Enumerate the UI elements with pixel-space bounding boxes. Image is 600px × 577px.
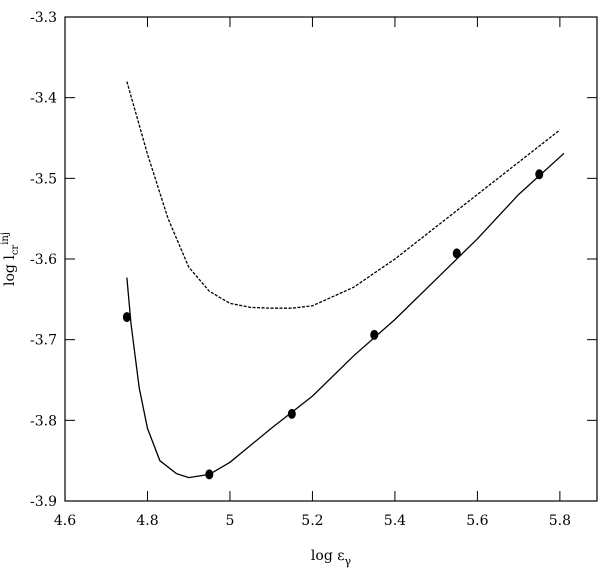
y-label-sup: inj <box>0 232 11 245</box>
y-axis-label: log lcrinj <box>0 232 21 286</box>
point <box>287 408 296 419</box>
y-tick-label: -3.7 <box>30 333 57 349</box>
x-tick-label: 4.8 <box>136 513 158 529</box>
x-tick-label: 5.8 <box>549 513 571 529</box>
y-label-text: log l <box>2 255 18 286</box>
point <box>370 329 379 340</box>
point <box>452 248 461 259</box>
x-tick-label: 4.6 <box>54 513 76 529</box>
point <box>205 469 214 480</box>
x-label-sub: γ <box>345 555 352 568</box>
point <box>122 312 131 323</box>
plot-frame <box>64 16 598 502</box>
y-tick-label: -3.5 <box>30 171 57 187</box>
y-tick-label: -3.6 <box>30 252 57 268</box>
y-tick-label: -3.8 <box>30 413 57 429</box>
x-tick-label: 5 <box>226 513 235 529</box>
x-tick-label: 5.4 <box>384 513 406 529</box>
y-tick-label: -3.9 <box>30 494 57 510</box>
x-axis-label: log εγ <box>311 548 352 568</box>
curve <box>126 152 565 479</box>
point <box>535 169 544 180</box>
x-tick-label: 5.6 <box>466 513 488 529</box>
curve <box>126 81 561 309</box>
x-label-text: log ε <box>311 548 345 564</box>
x-tick-label: 5.2 <box>301 513 323 529</box>
y-tick-label: -3.4 <box>30 91 57 107</box>
y-tick-label: -3.3 <box>30 10 57 26</box>
y-label-sub: cr <box>10 245 21 256</box>
